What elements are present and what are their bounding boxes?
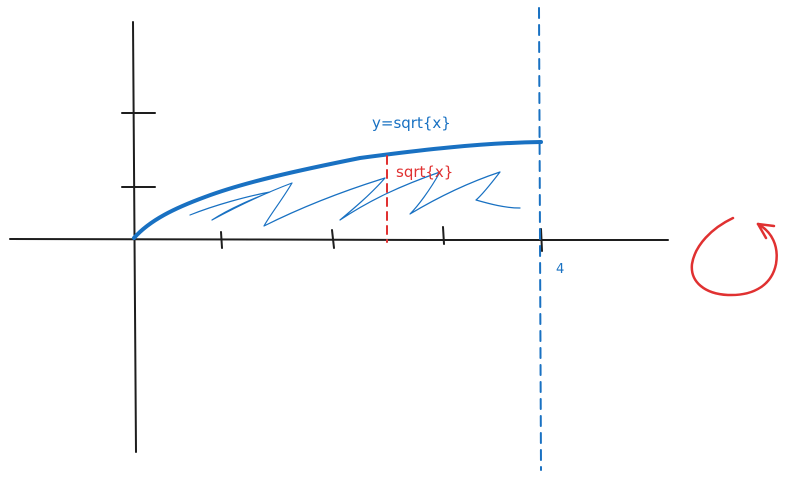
x-tick-label: 4 xyxy=(556,262,564,277)
height-label: sqrt{x} xyxy=(396,163,453,181)
y-axis xyxy=(132,21,137,453)
x-axis-tick xyxy=(540,228,543,252)
rotation-arrow-icon xyxy=(690,216,778,297)
sqrt-curve xyxy=(132,140,543,240)
x-axis-tick xyxy=(442,226,445,245)
x-axis-tick xyxy=(220,231,223,249)
region-hatching xyxy=(189,171,521,227)
x-axis xyxy=(9,238,669,241)
x-axis-tick xyxy=(331,229,335,249)
boundary-line-x4 xyxy=(538,7,542,471)
curve-label: y=sqrt{x} xyxy=(372,114,451,132)
